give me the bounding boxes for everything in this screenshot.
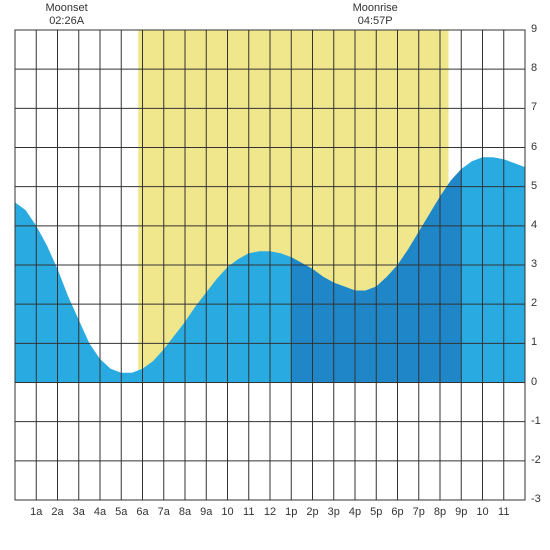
moonrise-annotation: Moonrise04:57P	[345, 2, 405, 28]
y-tick-label: -3	[531, 493, 541, 505]
x-tick-label: 9p	[455, 506, 467, 518]
x-tick-label: 8p	[434, 506, 446, 518]
x-tick-label: 5a	[115, 506, 127, 518]
x-tick-label: 10	[476, 506, 488, 518]
x-tick-label: 2p	[306, 506, 318, 518]
y-tick-label: 5	[531, 180, 537, 192]
x-tick-label: 10	[221, 506, 233, 518]
y-tick-label: 9	[531, 23, 537, 35]
x-tick-label: 1p	[285, 506, 297, 518]
y-tick-label: 1	[531, 336, 537, 348]
x-tick-label: 2a	[51, 506, 63, 518]
y-tick-label: 0	[531, 376, 537, 388]
x-tick-label: 4a	[94, 506, 106, 518]
y-tick-label: 2	[531, 297, 537, 309]
x-tick-label: 12	[264, 506, 276, 518]
y-tick-label: 8	[531, 62, 537, 74]
x-tick-label: 8a	[179, 506, 191, 518]
y-tick-label: -1	[531, 415, 541, 427]
y-tick-label: 3	[531, 258, 537, 270]
moonset-annotation: Moonset02:26A	[37, 2, 97, 28]
y-tick-label: 4	[531, 219, 537, 231]
x-tick-label: 6p	[391, 506, 403, 518]
x-tick-label: 9a	[200, 506, 212, 518]
x-tick-label: 4p	[349, 506, 361, 518]
x-tick-label: 3p	[328, 506, 340, 518]
x-tick-label: 11	[498, 506, 509, 518]
moonrise-time: 04:57P	[345, 15, 405, 28]
x-tick-label: 3a	[73, 506, 85, 518]
moonset-time: 02:26A	[37, 15, 97, 28]
x-tick-label: 7a	[158, 506, 170, 518]
y-tick-label: 6	[531, 141, 537, 153]
x-tick-label: 6a	[136, 506, 148, 518]
x-tick-label: 5p	[370, 506, 382, 518]
x-tick-label: 7p	[413, 506, 425, 518]
chart-canvas	[0, 0, 550, 550]
x-tick-label: 11	[243, 506, 254, 518]
tide-chart: -3-2-101234567891a2a3a4a5a6a7a8a9a101112…	[0, 0, 550, 550]
moonset-title: Moonset	[37, 2, 97, 15]
y-tick-label: 7	[531, 101, 537, 113]
y-tick-label: -2	[531, 454, 541, 466]
x-tick-label: 1a	[30, 506, 42, 518]
moonrise-title: Moonrise	[345, 2, 405, 15]
